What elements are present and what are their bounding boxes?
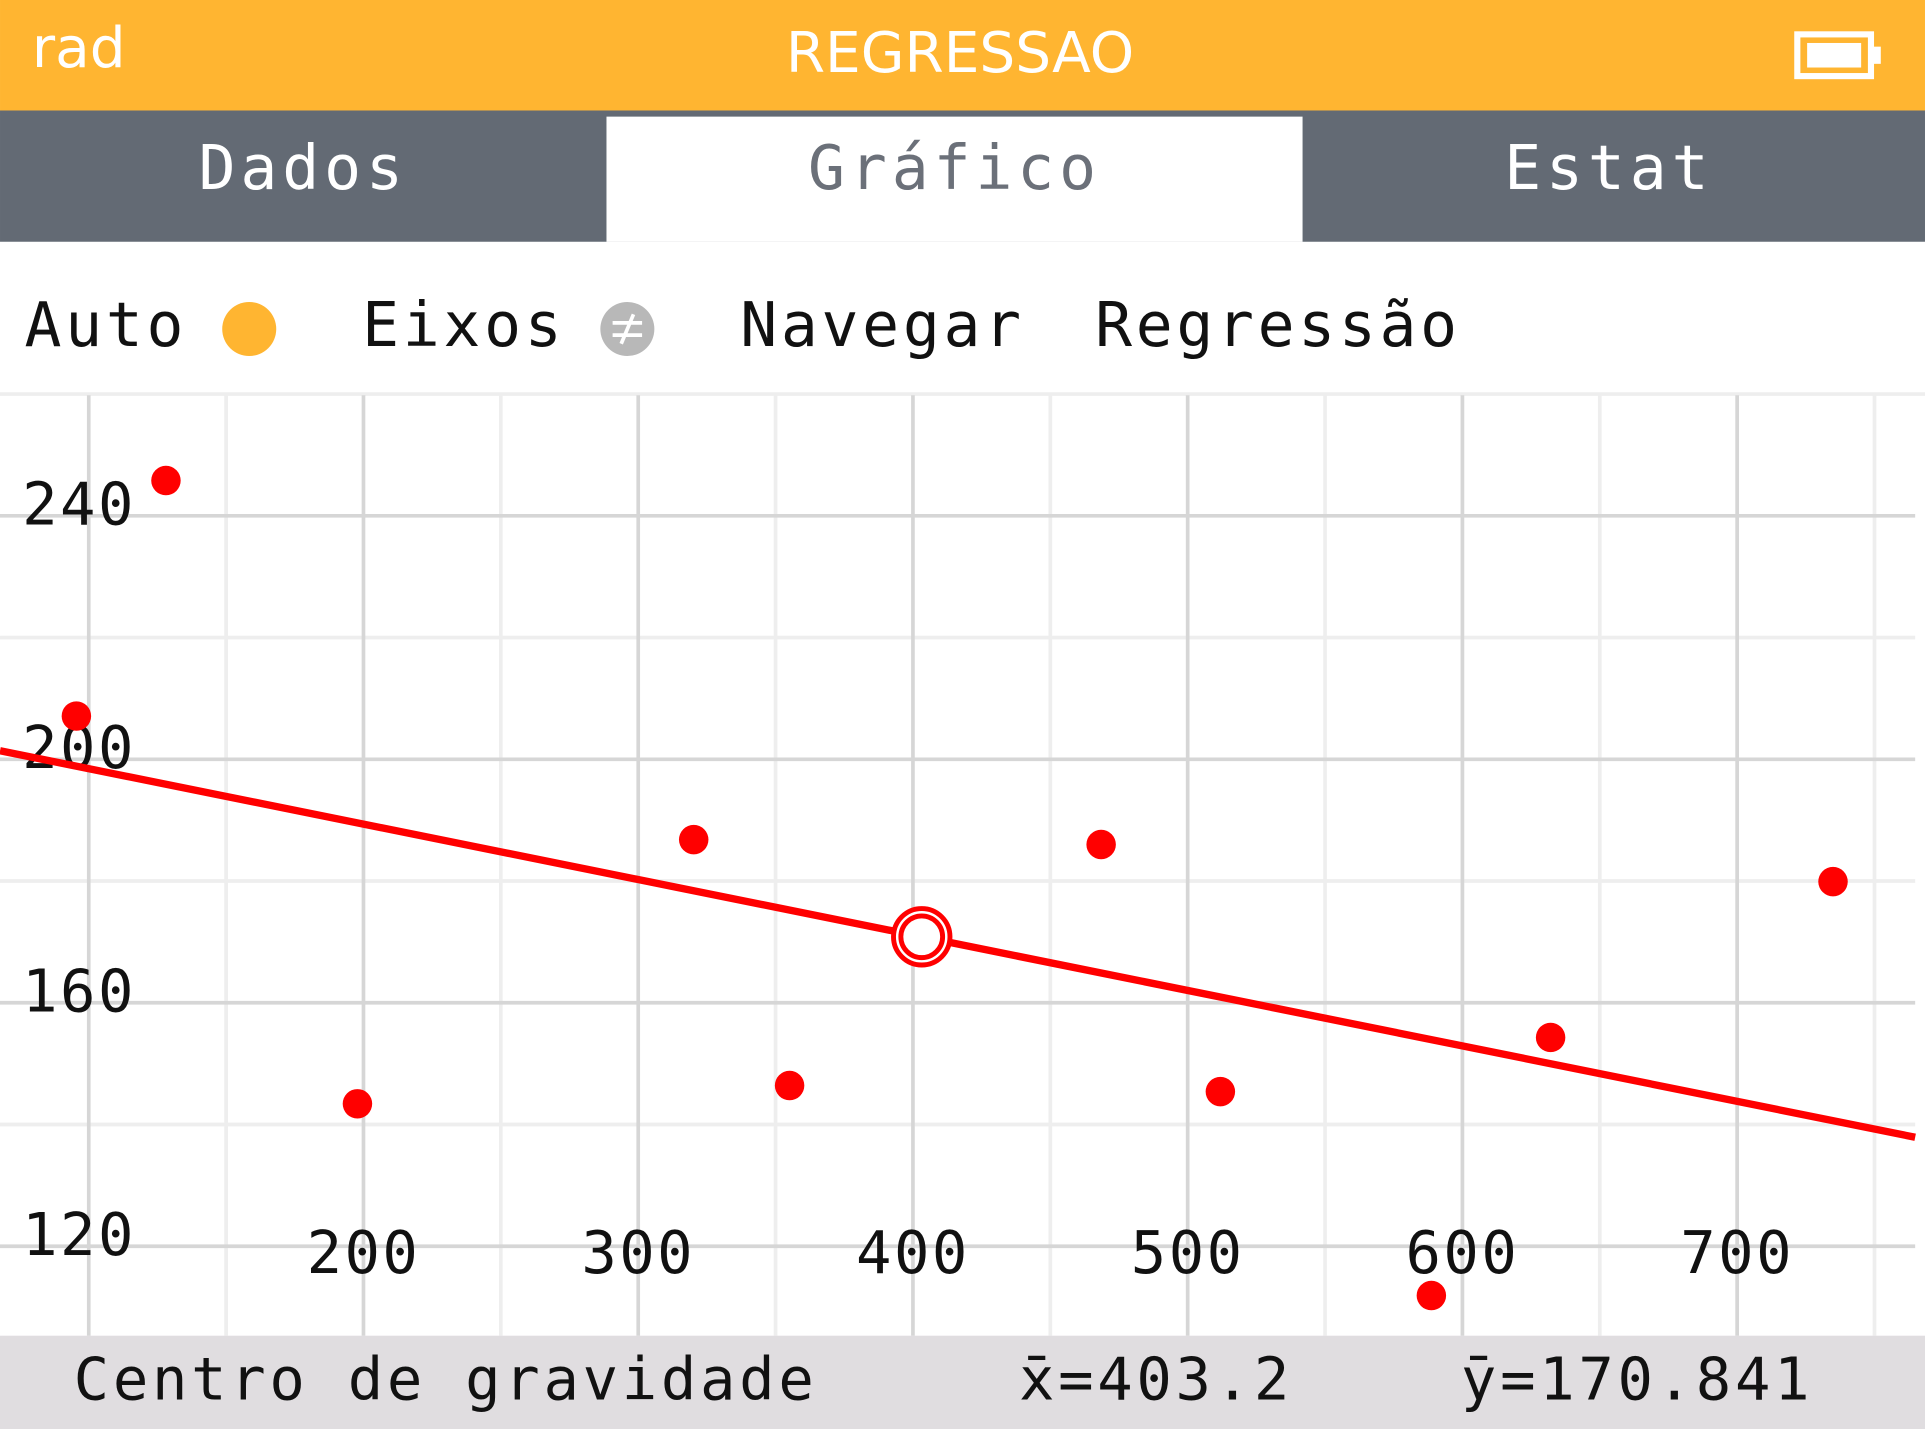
tab[interactable]: Dados	[199, 133, 408, 204]
mean-y: ȳ=170.841	[1461, 1345, 1813, 1414]
data-point	[61, 701, 92, 731]
battery-icon	[1794, 31, 1881, 80]
x-tick-label: 500	[1131, 1218, 1245, 1287]
y-tick-label: 120	[22, 1200, 136, 1269]
tab-active-bg	[606, 116, 1303, 242]
footer-bar	[0, 1335, 1925, 1429]
toolbar-item[interactable]: Regressão	[1095, 290, 1461, 361]
y-tick-label: 160	[22, 957, 136, 1026]
footer-label: Centro de gravidade	[74, 1345, 818, 1414]
auto-indicator	[222, 302, 277, 357]
y-tick-label: 240	[22, 470, 136, 539]
tab[interactable]: Estat	[1504, 133, 1713, 204]
axes-indicator	[600, 302, 655, 357]
x-tick-label: 200	[307, 1218, 421, 1287]
data-point	[151, 465, 181, 496]
tab[interactable]: Gráfico	[808, 133, 1101, 204]
toolbar-item[interactable]: Auto	[25, 290, 188, 361]
app-title: REGRESSAO	[786, 21, 1134, 86]
x-tick-label: 400	[856, 1218, 970, 1287]
data-point	[1535, 1022, 1566, 1053]
angle-unit: rad	[32, 16, 126, 81]
data-point	[774, 1070, 805, 1101]
data-point	[678, 824, 709, 855]
data-point	[1818, 866, 1848, 897]
toolbar	[0, 241, 1925, 396]
toolbar-item[interactable]: Eixos	[362, 290, 565, 361]
x-tick-label: 300	[581, 1218, 695, 1287]
data-point	[1416, 1280, 1447, 1311]
plot-clip	[0, 465, 1916, 1311]
centroid-inner-ring	[895, 910, 948, 963]
data-point	[342, 1089, 373, 1119]
toolbar-item[interactable]: Navegar	[740, 290, 1024, 361]
regression-line	[0, 747, 1916, 1141]
x-tick-label: 700	[1680, 1218, 1794, 1287]
data-point	[1086, 829, 1116, 860]
status-bar	[0, 0, 1925, 111]
x-tick-label: 600	[1406, 1218, 1520, 1287]
mean-x: x̄=403.2	[1019, 1345, 1293, 1414]
data-point	[1205, 1076, 1236, 1107]
